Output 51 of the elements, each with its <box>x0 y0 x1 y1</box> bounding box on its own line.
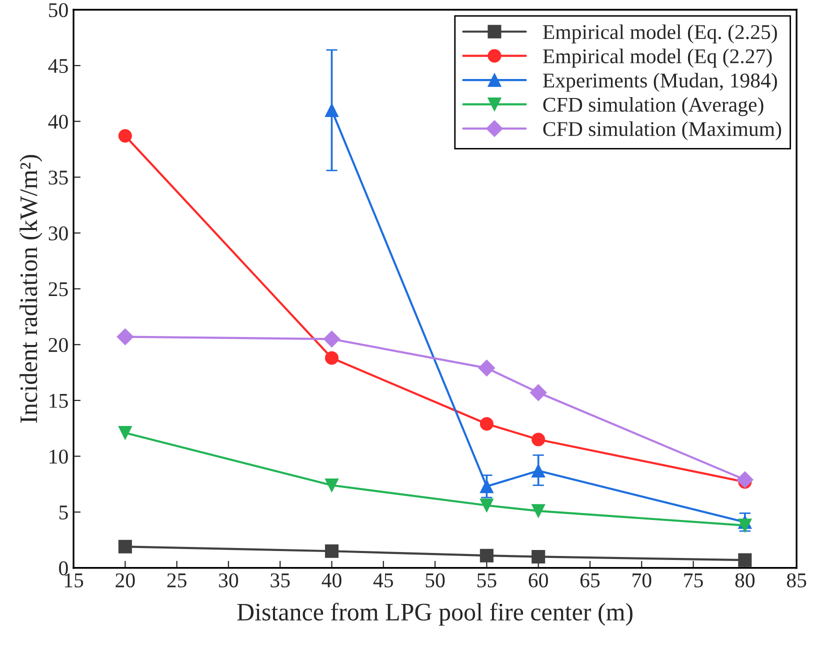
point <box>118 129 132 143</box>
point <box>478 360 496 376</box>
y-tick-label: 40 <box>48 114 68 129</box>
point <box>480 417 494 431</box>
x-tick-label: 85 <box>786 573 806 588</box>
y-axis-title: Incident radiation (kW/m²) <box>20 154 42 423</box>
legend-label: Experiments (Mudan, 1984) <box>543 72 777 92</box>
x-tick-label: 55 <box>477 574 496 588</box>
y-tick-label: 20 <box>48 338 68 352</box>
x-tick-label: 20 <box>116 573 135 588</box>
legend-label: Empirical model (Eq. (2.25) <box>543 24 777 44</box>
x-axis-title: Distance from LPG pool fire center (m) <box>237 602 632 626</box>
y-tick-label: 45 <box>48 59 68 73</box>
y-tick-label: 25 <box>48 282 68 296</box>
x-tick-label: 70 <box>632 573 652 588</box>
point <box>480 498 494 512</box>
x-tick-label: 75 <box>684 574 703 588</box>
x-tick-label: 40 <box>322 573 342 588</box>
point <box>118 426 132 440</box>
legend-label: CFD simulation (Maximum) <box>543 121 782 140</box>
point <box>324 544 339 558</box>
x-tick-label: 30 <box>219 573 238 588</box>
point <box>116 328 134 346</box>
x-tick-label: 80 <box>735 573 755 588</box>
point <box>738 553 752 567</box>
point <box>532 432 546 446</box>
legend-label: Empirical model (Eq (2.27) <box>543 48 772 68</box>
x-tick-label: 60 <box>528 573 548 588</box>
y-tick-label: 15 <box>50 394 68 408</box>
point <box>118 540 132 554</box>
point <box>324 351 339 365</box>
point <box>736 471 754 488</box>
y-tick-label: 0 <box>59 561 68 576</box>
y-tick-label: 50 <box>49 3 68 18</box>
x-tick-label: 25 <box>167 573 186 588</box>
point <box>738 518 752 532</box>
y-tick-label: 35 <box>48 170 68 185</box>
y-tick-label: 5 <box>59 506 68 520</box>
point <box>532 504 546 518</box>
y-tick-label: 10 <box>50 450 68 464</box>
point <box>532 550 546 564</box>
point <box>324 478 339 492</box>
point <box>480 548 494 562</box>
x-tick-label: 35 <box>270 573 290 588</box>
point <box>323 330 340 348</box>
legend-label: CFD simulation (Average) <box>543 97 764 116</box>
x-tick-label: 45 <box>373 573 394 588</box>
x-tick-label: 50 <box>426 573 445 588</box>
y-tick-label: 30 <box>48 226 68 240</box>
x-tick-label: 65 <box>580 573 600 588</box>
point <box>530 384 547 401</box>
